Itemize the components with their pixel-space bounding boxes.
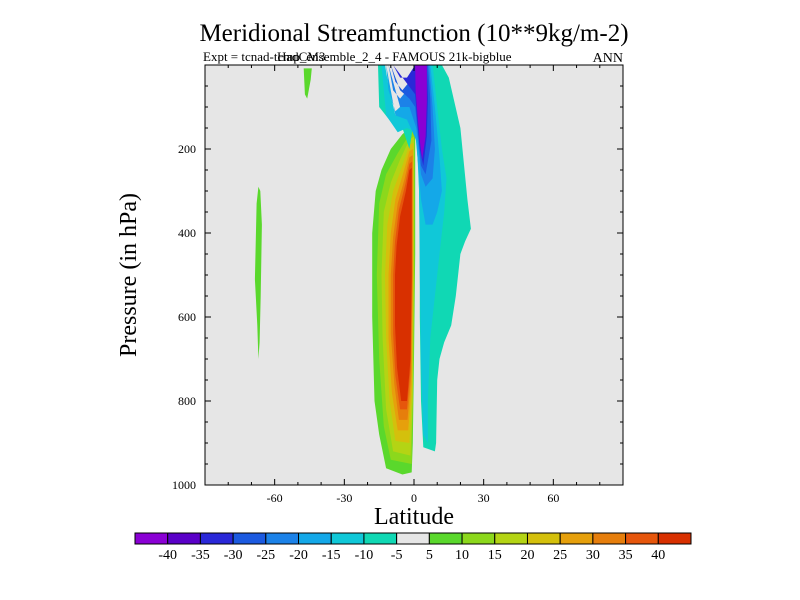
x-tick-label: 30	[478, 491, 490, 505]
colorbar	[134, 532, 692, 545]
x-tick-labels: -60 -30 0 30 60	[267, 491, 560, 505]
overlay-label: HadCM3	[277, 49, 325, 64]
colorbar-swatch	[265, 532, 300, 545]
colorbar-swatch	[396, 532, 430, 545]
contour-northern-cell-core	[415, 65, 427, 160]
y-tick-label: 1000	[172, 478, 196, 492]
colorbar-label: -25	[256, 548, 275, 563]
colorbar-swatch	[592, 532, 627, 545]
colorbar-label: -20	[289, 548, 308, 563]
colorbar-swatch	[625, 532, 659, 545]
x-tick-label: -30	[336, 491, 352, 505]
chart-title: Meridional Streamfunction (10**9kg/m-2)	[199, 20, 628, 47]
colorbar-label: 30	[586, 548, 600, 563]
y-tick-label: 400	[178, 226, 196, 240]
colorbar-swatch	[167, 532, 201, 545]
x-tick-label: -60	[267, 491, 283, 505]
colorbar-swatch	[559, 532, 594, 545]
colorbar-label: 20	[520, 548, 534, 563]
contour-main-cell-core	[395, 167, 412, 401]
y-tick-label: 800	[178, 394, 196, 408]
colorbar-label: 5	[426, 548, 433, 563]
colorbar-label: 25	[553, 548, 567, 563]
colorbar-swatch	[330, 532, 365, 545]
colorbar-label: -40	[158, 548, 177, 563]
colorbar-label: -30	[224, 548, 243, 563]
colorbar-swatch	[199, 532, 234, 545]
colorbar-swatch	[232, 532, 267, 545]
colorbar-swatch	[363, 532, 398, 545]
contour-upper-small-positive-cell	[303, 68, 312, 99]
colorbar-label: -15	[322, 548, 341, 563]
y-axis-label: Pressure (in hPa)	[116, 193, 142, 357]
y-tick-label: 200	[178, 142, 196, 156]
season-label: ANN	[593, 51, 623, 66]
colorbar-swatch	[298, 532, 332, 545]
colorbar-label: 10	[455, 548, 469, 563]
x-tick-label: 0	[411, 491, 417, 505]
colorbar-label: 35	[619, 548, 633, 563]
y-tick-labels: 200 400 600 800 1000	[172, 142, 196, 492]
colorbar-label: -10	[355, 548, 374, 563]
colorbar-swatch	[494, 532, 528, 545]
colorbar-swatch	[134, 532, 169, 545]
plot-frame	[204, 64, 624, 486]
colorbar-swatch	[428, 532, 463, 545]
colorbar-swatch	[657, 532, 692, 545]
colorbar-label: 40	[651, 548, 665, 563]
colorbar-label: 15	[488, 548, 502, 563]
colorbar-label: -5	[391, 548, 403, 563]
y-tick-label: 600	[178, 310, 196, 324]
x-tick-label: 60	[547, 491, 559, 505]
contour-fill-layer	[254, 65, 471, 475]
contour-southern-small-positive-cell	[254, 186, 262, 359]
colorbar-swatch	[526, 532, 561, 545]
colorbar-swatch	[461, 532, 496, 545]
x-axis-label: Latitude	[374, 504, 454, 530]
colorbar-label: -35	[191, 548, 210, 563]
colorbar-labels: -40 -35 -30 -25 -20 -15 -10 -5 5 10 15 20 25 30 35 40	[158, 548, 665, 563]
chart-subtitle: Expt = tcnad-tcmp_ensemble_2_4 - FAMOUS …	[203, 49, 512, 64]
